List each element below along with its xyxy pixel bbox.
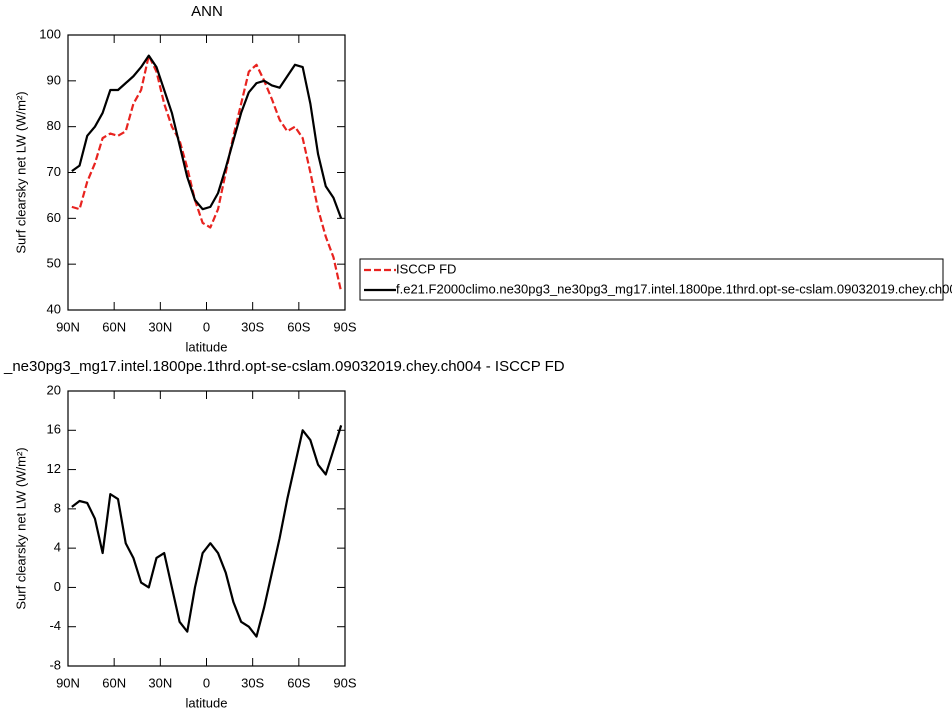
- plot-frame: [67, 34, 346, 311]
- y-tick-label: 100: [39, 26, 61, 41]
- x-tick-label: 60N: [102, 675, 126, 690]
- y-axis-label: Surf clearsky net LW (W/m²): [13, 447, 28, 609]
- y-tick-label: 90: [47, 72, 61, 87]
- x-tick-label: 60N: [102, 319, 126, 334]
- x-tick-label: 30S: [241, 675, 264, 690]
- x-tick-label: 90S: [333, 319, 356, 334]
- y-tick-label: 12: [47, 461, 61, 476]
- x-tick-label: 60S: [287, 319, 310, 334]
- y-tick-label: 50: [47, 256, 61, 271]
- y-tick-label: -8: [49, 657, 61, 672]
- x-tick-label: 0: [203, 319, 210, 334]
- y-tick-label: 70: [47, 164, 61, 179]
- y-tick-label: 20: [47, 382, 61, 397]
- chart-title: _ne30pg3_mg17.intel.1800pe.1thrd.opt-se-…: [3, 358, 565, 375]
- x-tick-label: 90N: [56, 319, 80, 334]
- legend-box: [359, 258, 944, 301]
- x-axis-label: latitude: [186, 695, 228, 710]
- data-line: [71, 425, 343, 638]
- y-tick-label: 80: [47, 118, 61, 133]
- y-tick-label: 60: [47, 210, 61, 225]
- x-tick-label: 30N: [148, 675, 172, 690]
- y-tick-label: 0: [54, 579, 61, 594]
- chart-title: ANN: [191, 3, 223, 20]
- y-tick-label: 4: [54, 540, 61, 555]
- x-tick-label: 30N: [148, 319, 172, 334]
- x-tick-label: 60S: [287, 675, 310, 690]
- x-tick-label: 90N: [56, 675, 80, 690]
- y-tick-label: 40: [47, 301, 61, 316]
- x-tick-label: 90S: [333, 675, 356, 690]
- plot-frame: [67, 390, 346, 667]
- y-tick-label: 16: [47, 422, 61, 437]
- x-axis-label: latitude: [186, 339, 228, 354]
- y-tick-label: 8: [54, 500, 61, 515]
- legend-label: ISCCP FD: [396, 261, 456, 276]
- y-axis-label: Surf clearsky net LW (W/m²): [13, 91, 28, 253]
- x-tick-label: 30S: [241, 319, 264, 334]
- y-tick-label: -4: [49, 618, 61, 633]
- legend-label: f.e21.F2000climo.ne30pg3_ne30pg3_mg17.in…: [396, 281, 952, 296]
- data-line: [71, 54, 343, 219]
- x-tick-label: 0: [203, 675, 210, 690]
